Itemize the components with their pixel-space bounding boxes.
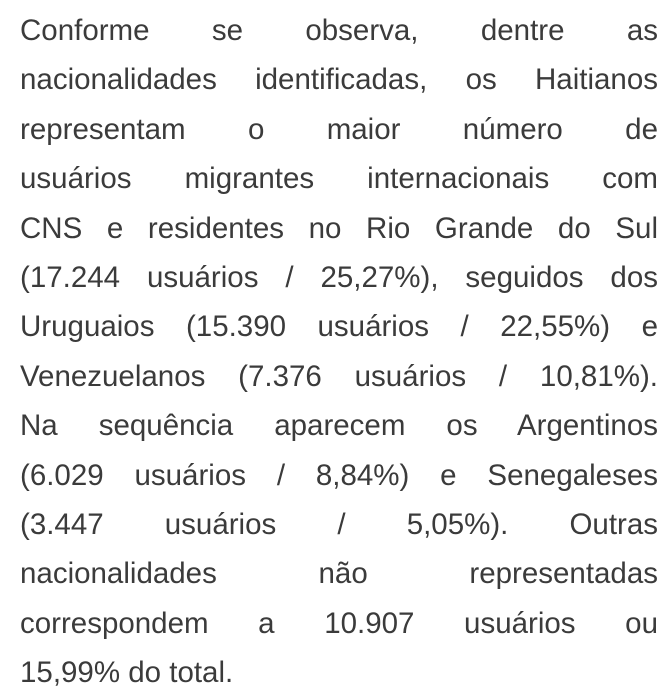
text-line: correspondem a 10.907 usuários ou	[20, 606, 658, 640]
text-line: (17.244 usuários / 25,27%), seguidos dos	[20, 260, 658, 294]
text-line: representam o maior número de	[20, 112, 658, 146]
text-line: (3.447 usuários / 5,05%). Outras	[20, 507, 658, 541]
text-line: Conforme se observa, dentre as	[20, 14, 658, 47]
text-line: Na sequência aparecem os Argentinos	[20, 409, 658, 443]
text-line: nacionalidades identificadas, os Haitian…	[20, 63, 658, 97]
text-line: 15,99% do total.	[20, 656, 234, 690]
text-line: Venezuelanos (7.376 usuários / 10,81%).	[20, 359, 658, 393]
text-line: usuários migrantes internacionais com	[20, 162, 658, 196]
text-line: nacionalidades não representadas	[20, 557, 658, 591]
text-line: CNS e residentes no Rio Grande do Sul	[20, 211, 658, 245]
text-line: Uruguaios (15.390 usuários / 22,55%) e	[20, 310, 658, 344]
text-line: (6.029 usuários / 8,84%) e Senegaleses	[20, 458, 658, 492]
paragraph: Conforme se observa, dentre as nacionalid…	[20, 6, 658, 697]
